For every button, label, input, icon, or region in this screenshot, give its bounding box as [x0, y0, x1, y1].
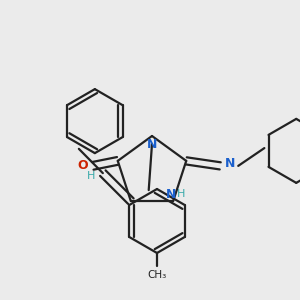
Text: N: N [225, 158, 236, 170]
Text: N: N [147, 137, 157, 151]
Text: N: N [166, 188, 176, 201]
Text: O: O [77, 159, 88, 172]
Text: H: H [177, 189, 185, 199]
Text: CH₃: CH₃ [147, 270, 167, 280]
Text: H: H [87, 171, 95, 181]
